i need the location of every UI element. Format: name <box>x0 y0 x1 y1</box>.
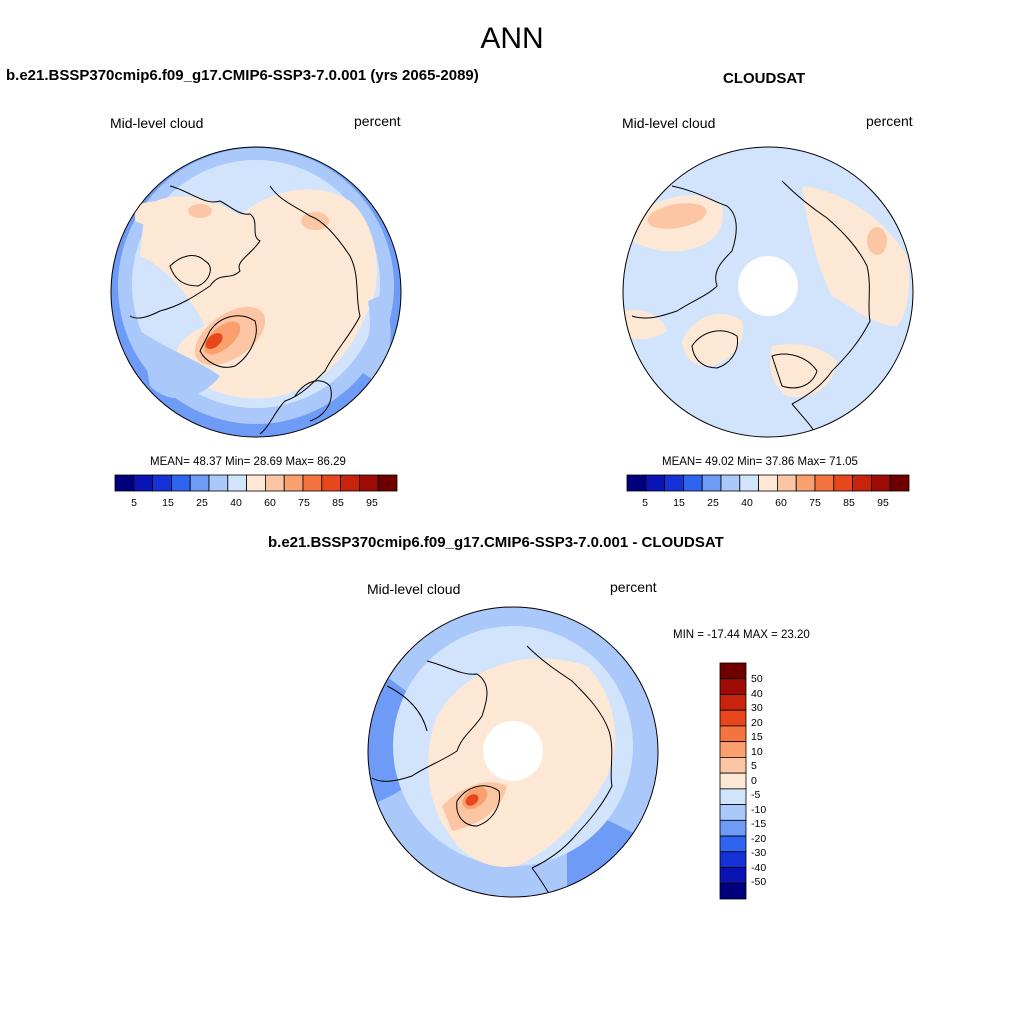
diff-cbar-tick: 20 <box>751 717 763 729</box>
obs-units-label: percent <box>866 113 913 129</box>
model-stats: MEAN= 48.37 Min= 28.69 Max= 86.29 <box>150 456 346 468</box>
model-colorbar-swatch <box>152 474 172 492</box>
diff-colorbar-swatch <box>719 662 747 680</box>
model-cbar-tick: 95 <box>366 497 378 509</box>
obs-colorbar-swatch <box>833 474 854 492</box>
obs-cbar-tick: 15 <box>673 497 685 509</box>
obs-cbar-tick: 5 <box>642 497 648 509</box>
diff-cbar-tick: -30 <box>751 847 767 859</box>
diff-cbar-tick: 50 <box>751 673 763 685</box>
model-cbar-tick: 5 <box>131 497 137 509</box>
obs-colorbar-swatch <box>870 474 891 492</box>
model-polar-map <box>110 146 402 438</box>
model-colorbar-swatch <box>358 474 379 492</box>
obs-colorbar-swatch <box>645 474 665 492</box>
diff-colorbar-swatch <box>719 819 747 837</box>
obs-colorbar-swatch <box>776 474 797 492</box>
diff-cbar-tick: -50 <box>751 876 767 888</box>
diff-cbar-tick: -40 <box>751 862 767 874</box>
model-colorbar-swatch <box>208 474 229 492</box>
obs-colorbar-swatch <box>758 474 778 492</box>
obs-colorbar-swatch <box>701 474 722 492</box>
obs-cbar-tick: 25 <box>707 497 719 509</box>
obs-colorbar-swatch <box>739 474 760 492</box>
diff-colorbar-swatch <box>719 757 747 774</box>
obs-cbar-tick: 75 <box>809 497 821 509</box>
model-cbar-tick: 60 <box>264 497 276 509</box>
obs-colorbar-swatch <box>889 474 910 492</box>
diff-colorbar-swatch <box>719 709 747 727</box>
diff-cbar-tick: -20 <box>751 833 767 845</box>
obs-panel-title: CLOUDSAT <box>723 70 806 87</box>
obs-colorbar-swatch <box>664 474 684 492</box>
model-colorbar-swatch <box>227 474 248 492</box>
diff-colorbar <box>719 662 747 900</box>
diff-colorbar-swatch <box>719 851 747 868</box>
diff-colorbar-swatch <box>719 835 747 853</box>
diff-colorbar-swatch <box>719 772 747 790</box>
model-variable-label: Mid-level cloud <box>110 115 204 131</box>
model-cbar-tick: 75 <box>298 497 310 509</box>
model-cbar-tick: 25 <box>196 497 208 509</box>
diff-colorbar-swatch <box>719 725 747 743</box>
diff-colorbar-swatch <box>719 804 747 821</box>
obs-colorbar-swatch <box>852 474 872 492</box>
model-colorbar-swatch <box>171 474 191 492</box>
model-cbar-tick: 15 <box>162 497 174 509</box>
obs-colorbar <box>626 474 910 492</box>
model-colorbar-swatch <box>133 474 153 492</box>
model-colorbar-swatch <box>283 474 304 492</box>
obs-cbar-tick: 60 <box>775 497 787 509</box>
model-cbar-tick: 40 <box>230 497 242 509</box>
diff-colorbar-swatch <box>719 788 747 806</box>
model-colorbar-swatch <box>114 474 135 492</box>
model-colorbar-swatch <box>302 474 323 492</box>
model-colorbar-swatch <box>321 474 342 492</box>
obs-variable-label: Mid-level cloud <box>622 115 716 131</box>
obs-cbar-tick: 40 <box>741 497 753 509</box>
obs-colorbar-swatch <box>795 474 816 492</box>
diff-units-label: percent <box>610 579 657 595</box>
obs-polar-map <box>622 146 914 438</box>
obs-colorbar-swatch <box>720 474 741 492</box>
model-colorbar-swatch <box>246 474 266 492</box>
obs-colorbar-swatch <box>814 474 835 492</box>
diff-cbar-tick: -15 <box>751 818 767 830</box>
diff-cbar-tick: 5 <box>751 760 757 772</box>
diff-cbar-tick: 0 <box>751 775 757 787</box>
diff-stats: MIN = -17.44 MAX = 23.20 <box>673 629 810 641</box>
obs-cbar-tick: 85 <box>843 497 855 509</box>
model-colorbar-swatch <box>377 474 398 492</box>
diff-colorbar-swatch <box>719 867 747 884</box>
diff-cbar-tick: 10 <box>751 746 763 758</box>
diff-panel-title: b.e21.BSSP370cmip6.f09_g17.CMIP6-SSP3-7.… <box>268 534 724 551</box>
diff-polar-map <box>367 606 659 898</box>
model-colorbar-swatch <box>340 474 360 492</box>
diff-colorbar-swatch <box>719 678 747 695</box>
model-cbar-tick: 85 <box>332 497 344 509</box>
model-panel-title: b.e21.BSSP370cmip6.f09_g17.CMIP6-SSP3-7.… <box>6 67 479 84</box>
diff-cbar-tick: 15 <box>751 731 763 743</box>
obs-stats: MEAN= 49.02 Min= 37.86 Max= 71.05 <box>662 456 858 468</box>
model-colorbar <box>114 474 398 492</box>
diff-colorbar-swatch <box>719 741 747 758</box>
diff-cbar-tick: 40 <box>751 688 763 700</box>
diff-cbar-tick: 30 <box>751 702 763 714</box>
obs-colorbar-swatch <box>626 474 647 492</box>
diff-colorbar-swatch <box>719 694 747 711</box>
obs-cbar-tick: 95 <box>877 497 889 509</box>
diff-cbar-tick: -10 <box>751 804 767 816</box>
model-units-label: percent <box>354 113 401 129</box>
diff-variable-label: Mid-level cloud <box>367 581 461 597</box>
obs-colorbar-swatch <box>683 474 703 492</box>
model-colorbar-swatch <box>264 474 285 492</box>
diff-cbar-tick: -5 <box>751 789 761 801</box>
diff-colorbar-swatch <box>719 882 747 900</box>
model-colorbar-swatch <box>189 474 210 492</box>
page-title: ANN <box>480 22 544 55</box>
